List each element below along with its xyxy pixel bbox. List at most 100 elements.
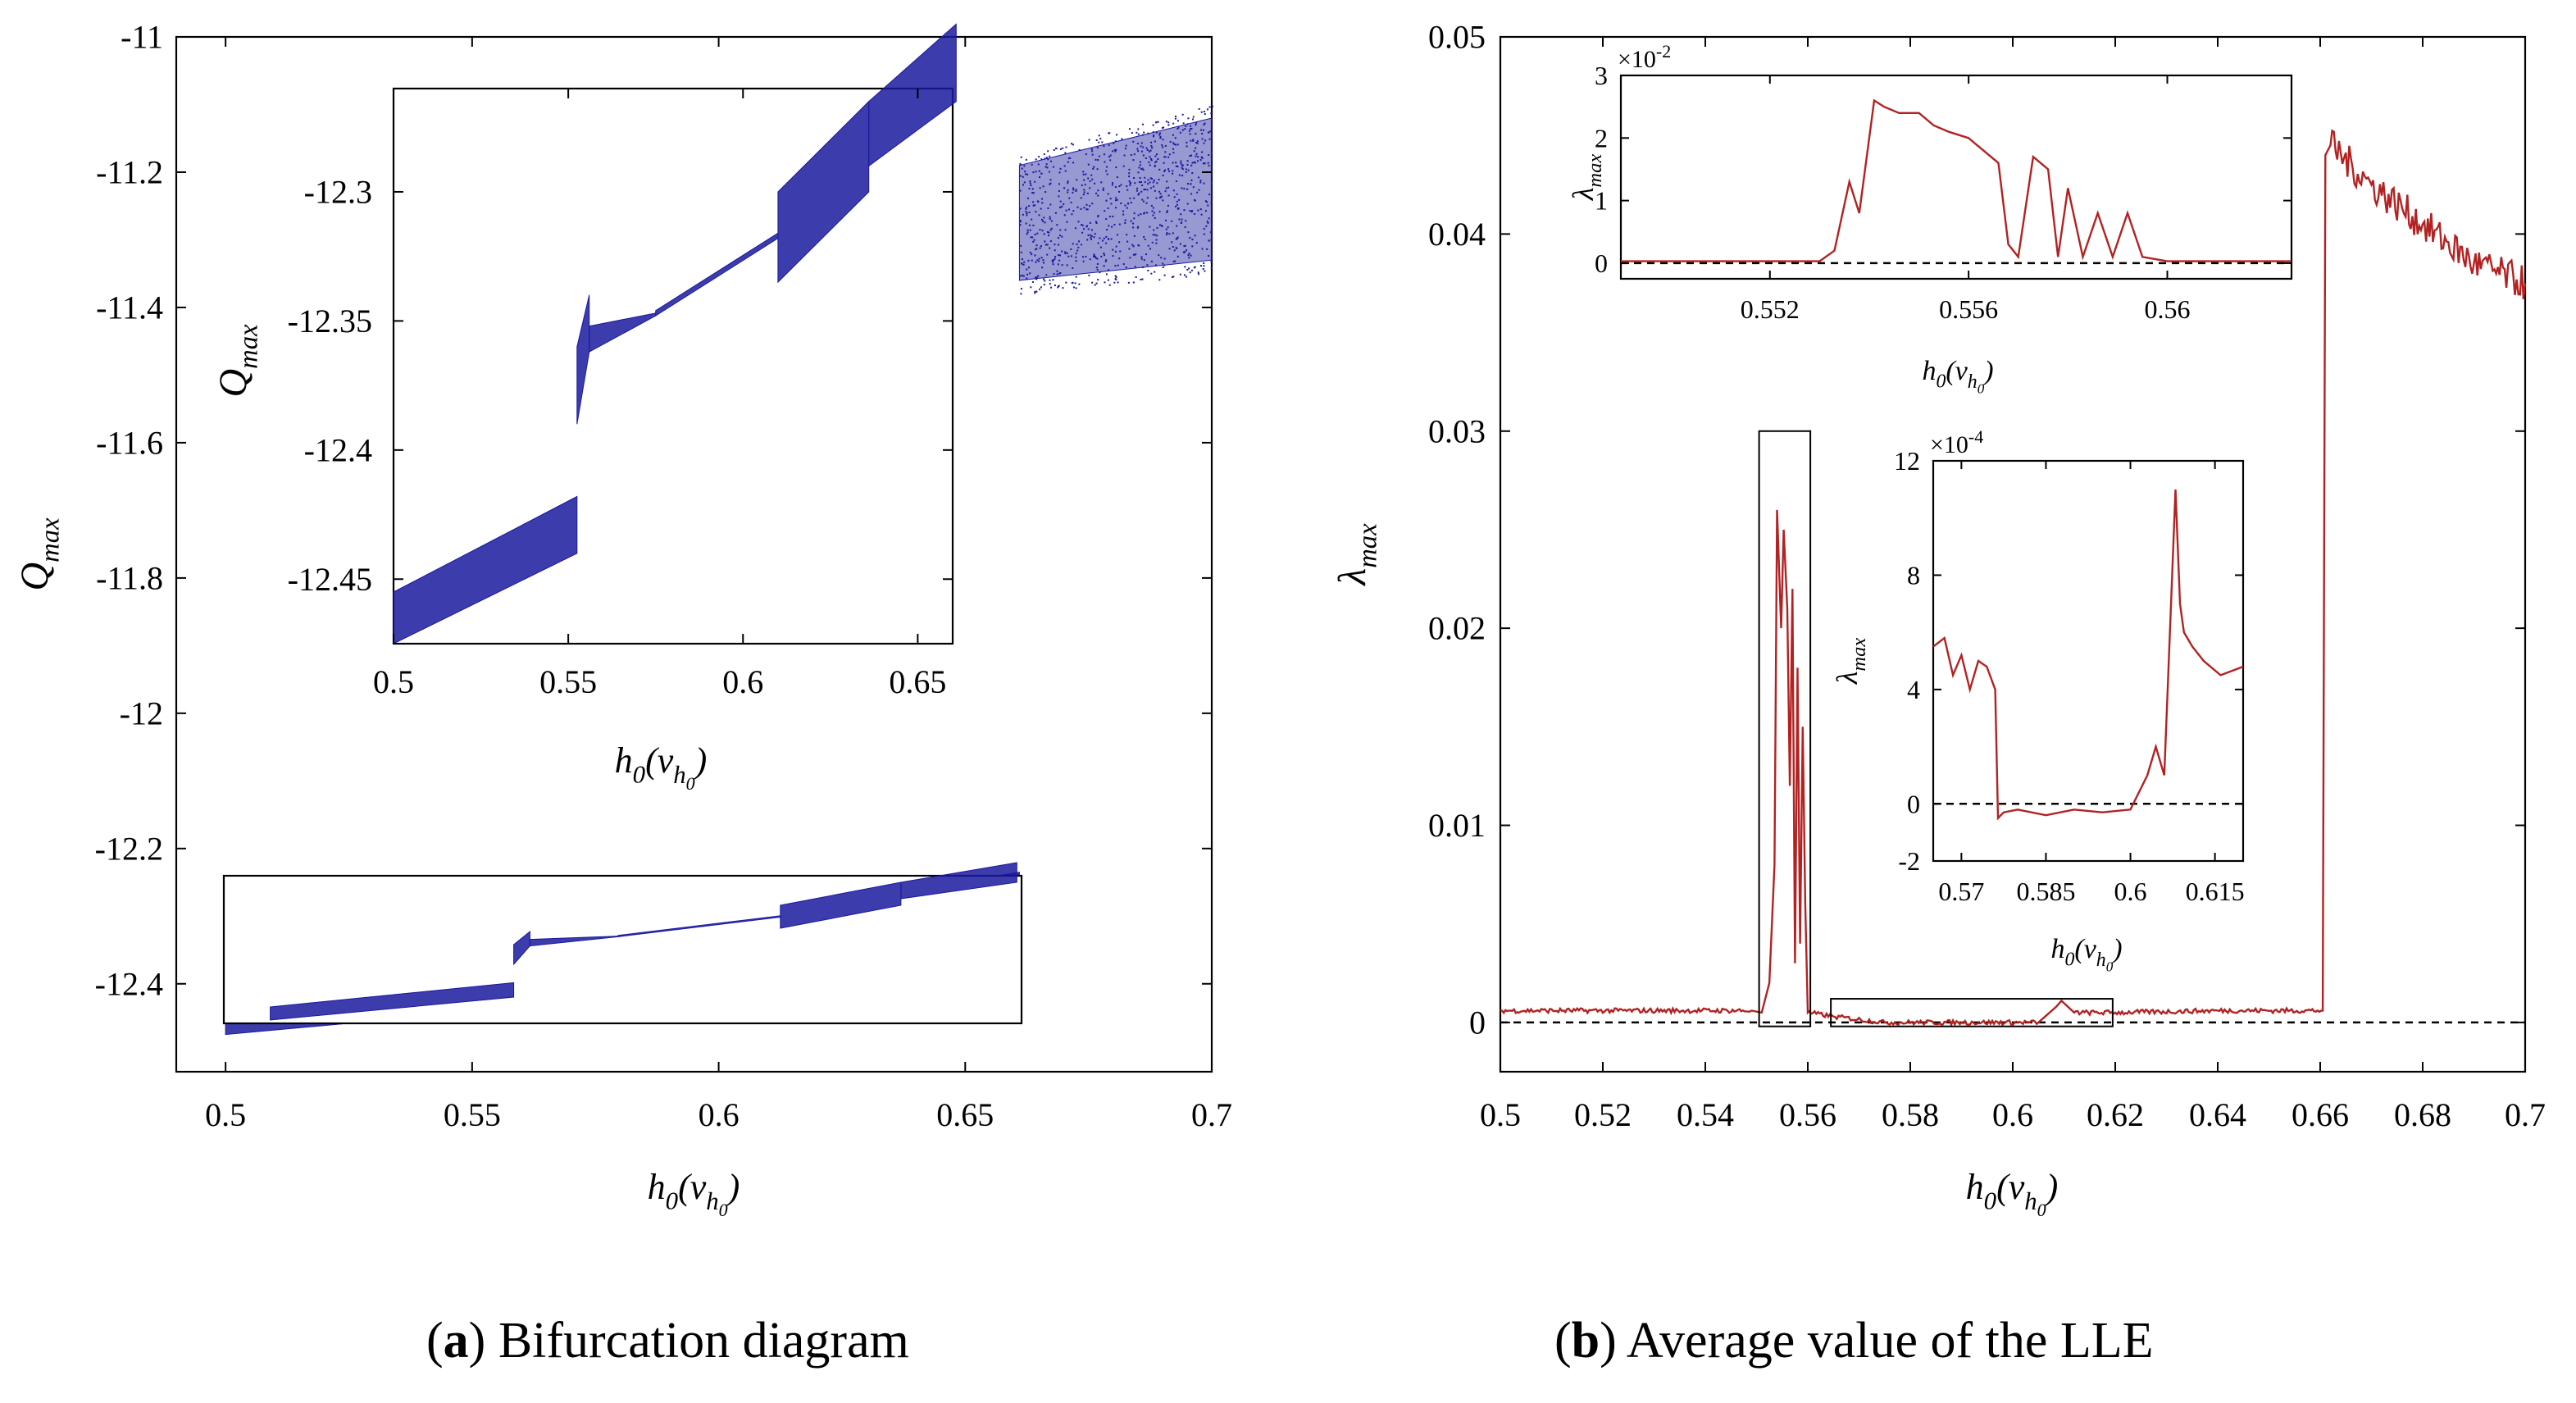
panel-a-point — [1171, 276, 1173, 278]
panel-a-point — [1056, 270, 1058, 272]
panel-a-point — [1100, 255, 1103, 257]
panel-a-point — [1067, 191, 1069, 194]
panel-b-inset1-xlabel-part-2: (v — [1946, 356, 1968, 386]
panel-a-point — [1186, 145, 1188, 148]
panel-a-point — [1174, 260, 1176, 262]
panel-a-point — [1186, 183, 1189, 185]
panel-a-point — [1211, 182, 1213, 184]
panel-b-inset2-xtick-label-1: 0.585 — [2016, 877, 2075, 906]
panel-a-point — [1090, 234, 1092, 236]
panel-a-point — [1197, 176, 1199, 179]
panel-a-point — [1178, 198, 1181, 201]
panel-a-point — [1153, 134, 1155, 137]
panel-b-inset1-ytick-label-3: 3 — [1595, 61, 1608, 90]
panel-b-inset1-xlabel-part-0: h — [1922, 356, 1936, 386]
panel-a-point — [1067, 182, 1069, 184]
panel-a-point — [1023, 165, 1026, 167]
panel-a-ytick-label-0: -11 — [121, 19, 163, 56]
panel-a-point — [1188, 257, 1190, 259]
panel-a-point — [1164, 169, 1167, 171]
panel-a-point — [1210, 152, 1213, 154]
panel-a-point — [1172, 246, 1174, 248]
panel-a-point — [1203, 129, 1205, 131]
panel-a-point — [1032, 240, 1035, 243]
panel-a-point — [1094, 182, 1096, 184]
panel-a-point — [1087, 234, 1090, 236]
panel-a-point — [1141, 198, 1144, 201]
panel-a-point — [1051, 259, 1054, 262]
panel-a-point — [1049, 155, 1051, 157]
panel-a-point — [1034, 180, 1036, 183]
panel-a-point — [1052, 263, 1054, 266]
panel-a-point — [1096, 257, 1099, 260]
panel-a-point — [1135, 276, 1137, 278]
panel-a-point — [1054, 257, 1056, 260]
panel-a-point — [1113, 142, 1115, 144]
panel-a-point — [1133, 153, 1136, 156]
panel-a-point — [1039, 187, 1041, 189]
panel-a-point — [1034, 234, 1036, 236]
panel-a-point — [1132, 226, 1135, 229]
panel-a-point — [1133, 217, 1136, 220]
panel-a-point — [1144, 176, 1146, 179]
panel-a-xlabel-part-0: h — [648, 1167, 666, 1207]
panel-a-point — [1205, 225, 1208, 227]
panel-b-inset2-scale-base: ×10 — [1930, 431, 1968, 458]
panel-a-point — [1043, 216, 1045, 219]
panel-a-point — [1203, 233, 1205, 235]
panel-a-point — [1039, 288, 1041, 290]
panel-a-point — [1142, 200, 1145, 203]
panel-a-point — [1028, 188, 1031, 190]
panel-a-ylabel: Qmax — [13, 517, 65, 591]
panel-a-point — [1064, 252, 1067, 254]
panel-a-point — [1026, 277, 1028, 280]
panel-a-point — [1138, 244, 1140, 247]
panel-a-point — [1145, 147, 1148, 149]
panel-a-point — [1027, 259, 1030, 262]
panel-a-point — [1121, 138, 1123, 140]
panel-a-point — [1146, 264, 1149, 266]
panel-a-point — [1104, 210, 1106, 212]
panel-a-point — [1085, 208, 1088, 211]
panel-a-point — [1028, 212, 1031, 214]
panel-a-point — [1040, 172, 1043, 175]
panel-a-point — [1206, 108, 1208, 111]
panel-a-point — [1045, 244, 1047, 246]
panel-a-point — [1167, 168, 1170, 171]
panel-a-point — [1049, 217, 1051, 220]
panel-a-point — [1128, 175, 1131, 178]
panel-a-point — [1200, 129, 1203, 131]
panel-b-inset2-ylabel: λmax — [1831, 638, 1870, 685]
panel-a-point — [1025, 211, 1027, 213]
panel-b-xtick-label-0: 0.5 — [1480, 1096, 1521, 1133]
panel-a-point — [1108, 238, 1110, 240]
panel-a-point — [1035, 276, 1037, 279]
panel-b-inset2-ylabel-base: λ — [1831, 672, 1864, 686]
panel-a-point — [1091, 281, 1094, 284]
panel-a-point — [1149, 164, 1151, 166]
panel-a-point — [1154, 161, 1157, 163]
panel-a-point — [1164, 156, 1167, 158]
panel-a-point — [1105, 218, 1108, 221]
panel-a-point — [1083, 191, 1085, 194]
panel-a-point — [1172, 134, 1174, 136]
panel-a-point — [1108, 156, 1110, 158]
panel-a-point — [1075, 189, 1077, 191]
panel-a-point — [1193, 161, 1195, 163]
panel-a-point — [1203, 228, 1205, 230]
panel-a-point — [1030, 184, 1032, 187]
panel-a-point — [1063, 165, 1066, 167]
panel-a-point — [1129, 182, 1131, 184]
panel-a-point — [1141, 167, 1144, 170]
panel-a-point — [1183, 188, 1186, 190]
panel-a-point — [1195, 142, 1198, 144]
panel-a-point — [1175, 247, 1177, 249]
panel-a-point — [1116, 198, 1118, 201]
panel-a-point — [1077, 240, 1080, 243]
panel-a-point — [1190, 211, 1193, 213]
panel-a-point — [1096, 147, 1099, 149]
panel-a-point — [1099, 138, 1102, 140]
panel-a-point — [1158, 197, 1161, 199]
panel-a-point — [1118, 223, 1121, 225]
panel-a-point — [1196, 160, 1199, 162]
